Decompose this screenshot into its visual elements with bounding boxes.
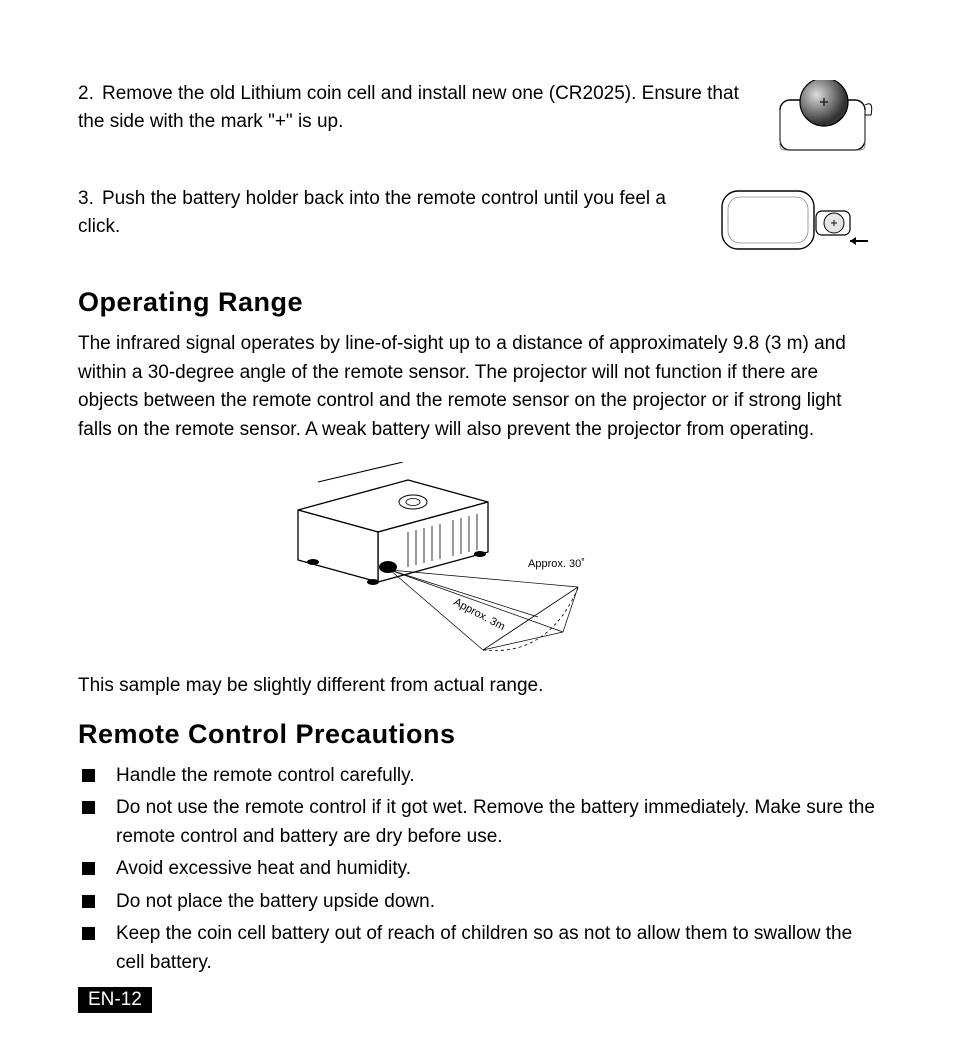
precaution-item: Handle the remote control carefully. [78,762,876,791]
operating-range-diagram: Approx. 30˚ Approx. 3m [78,462,876,662]
instruction-step-2: 2.Remove the old Lithium coin cell and i… [78,80,876,155]
step-2-body: Remove the old Lithium coin cell and ins… [78,83,739,132]
operating-range-note: This sample may be slightly different fr… [78,672,876,701]
step-2-text: 2.Remove the old Lithium coin cell and i… [78,80,766,135]
precaution-item: Do not use the remote control if it got … [78,794,876,851]
heading-precautions: Remote Control Precautions [78,719,876,750]
page-number: EN-12 [78,987,152,1013]
coin-cell-illustration [776,80,876,155]
step-2-number: 2. [78,80,102,108]
operating-range-body: The infrared signal operates by line-of-… [78,330,876,444]
step-3-body: Push the battery holder back into the re… [78,188,666,237]
step-3-text: 3.Push the battery holder back into the … [78,185,706,240]
battery-holder-illustration [716,185,876,257]
diagram-angle-label: Approx. 30˚ [528,558,585,570]
step-3-number: 3. [78,185,102,213]
precaution-item: Avoid excessive heat and humidity. [78,855,876,884]
precautions-list: Handle the remote control carefully. Do … [78,762,876,978]
diagram-distance-label: Approx. 3m [452,596,507,633]
manual-page: 2.Remove the old Lithium coin cell and i… [0,0,954,1063]
heading-operating-range: Operating Range [78,287,876,318]
precaution-item: Do not place the battery upside down. [78,888,876,917]
precaution-item: Keep the coin cell battery out of reach … [78,920,876,977]
instruction-step-3: 3.Push the battery holder back into the … [78,185,876,257]
